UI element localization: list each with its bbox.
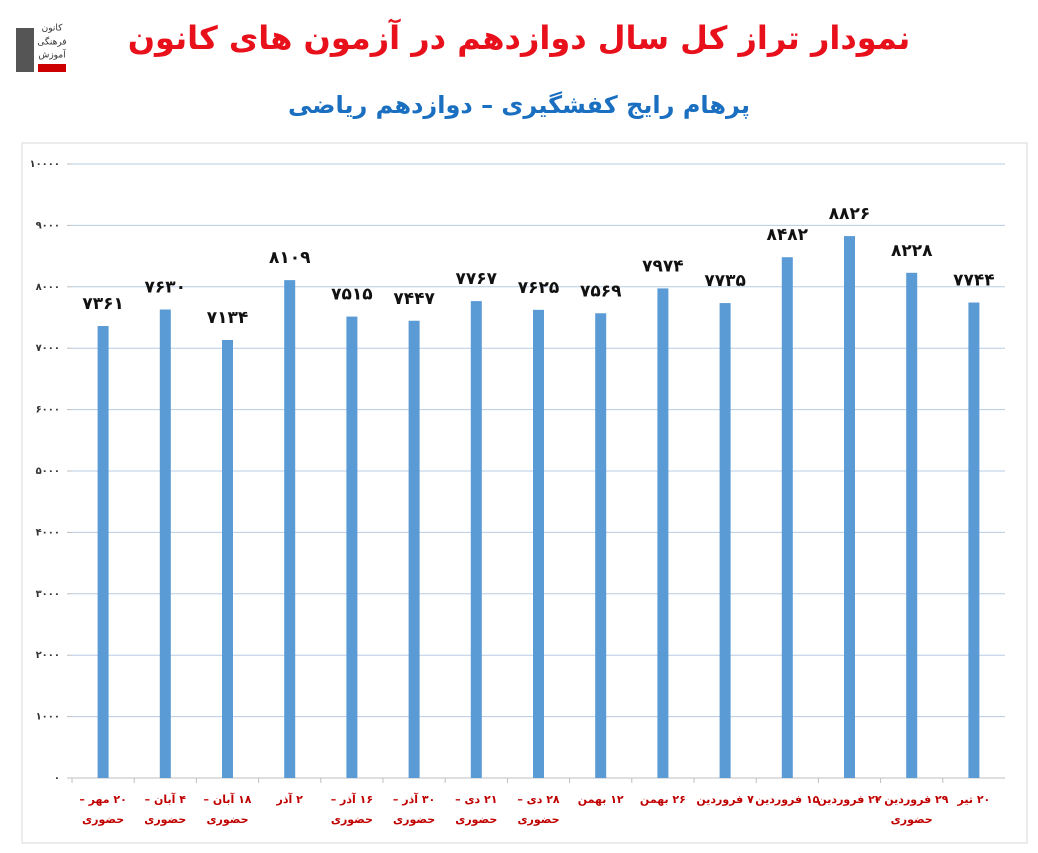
logo-badge: [38, 64, 66, 72]
y-tick-label: ۷۰۰۰: [36, 343, 60, 354]
logo-text: فرهنگی: [37, 36, 66, 48]
value-label: ۷۹۷۴: [642, 256, 684, 276]
x-tick-label: حضوری: [82, 813, 124, 826]
x-tick-label: ۴ آبان –: [145, 792, 187, 806]
chart-title: نمودار تراز کل سال دوازدهم در آزمون های …: [128, 18, 911, 57]
x-tick-label: حضوری: [393, 813, 435, 826]
chart-subtitle: پرهام رایج کفشگیری – دوازدهم ریاضی: [288, 91, 750, 119]
y-tick-label: ۵۰۰۰: [36, 466, 60, 477]
logo-text: آموزش: [38, 49, 66, 61]
x-tick-label: حضوری: [517, 813, 559, 826]
value-label: ۸۸۲۶: [829, 204, 871, 224]
x-tick-label: ۲۰ تیر: [957, 793, 991, 806]
x-tick-label: ۷ فروردین: [696, 793, 754, 806]
x-tick-label: ۱۵ فروردین: [755, 793, 819, 806]
bar: [844, 236, 855, 778]
bar: [284, 280, 296, 778]
value-label: ۸۱۰۹: [269, 248, 311, 268]
x-tick-label: ۲۹ فروردین –: [875, 793, 949, 806]
y-tick-label: ۹۰۰۰: [36, 220, 60, 231]
y-tick-label: ۰: [54, 773, 60, 784]
value-label: ۷۷۶۷: [456, 269, 498, 289]
x-tick-label: ۱۲ بهمن: [578, 793, 624, 806]
bar: [906, 272, 918, 778]
bar: [222, 339, 233, 778]
y-tick-label: ۲۰۰۰: [36, 650, 60, 661]
y-tick-label: ۳۰۰۰: [36, 589, 60, 600]
logo: کانون فرهنگی آموزش: [16, 24, 67, 72]
value-label: ۷۵۱۵: [331, 285, 373, 305]
logo-text: کانون: [42, 24, 64, 34]
bar: [97, 326, 109, 778]
logo-figure: [16, 28, 34, 72]
value-label: ۷۶۲۵: [518, 278, 560, 298]
bar: [657, 288, 669, 778]
x-tick-label: ۳۰ آذر –: [393, 792, 435, 806]
y-tick-label: ۱۰۰۰: [36, 712, 60, 723]
bar: [719, 303, 731, 778]
value-label: ۸۴۸۲: [767, 225, 809, 245]
y-tick-label: ۶۰۰۰: [36, 405, 60, 416]
bar: [408, 320, 420, 778]
x-tick-label: ۲۸ دی –: [517, 793, 560, 806]
x-tick-label: ۲ آذر: [276, 792, 304, 806]
value-label: ۸۲۲۸: [891, 241, 933, 261]
x-tick-label: حضوری: [331, 813, 373, 826]
value-label: ۷۷۴۴: [953, 271, 995, 291]
plot-frame: [21, 142, 1028, 844]
bar: [159, 309, 171, 778]
value-label: ۷۴۴۷: [393, 289, 435, 309]
value-label: ۷۷۳۵: [704, 271, 746, 291]
value-label: ۷۶۳۰: [145, 278, 187, 298]
x-tick-label: ۱۸ آبان –: [203, 792, 251, 806]
bar: [968, 302, 980, 778]
bar: [781, 257, 793, 778]
bar: [470, 301, 482, 778]
value-label: ۷۳۶۱: [82, 294, 124, 314]
x-tick-label: ۲۰ مهر –: [79, 793, 127, 806]
x-tick-label: ۲۲ فروردین: [817, 793, 881, 806]
x-tick-label: ۱۶ آذر –: [331, 792, 373, 806]
x-tick-label: ۲۶ بهمن: [640, 793, 686, 806]
y-tick-label: ۴۰۰۰: [36, 527, 60, 538]
y-tick-label: ۱۰۰۰۰: [29, 159, 60, 170]
x-tick-label: حضوری: [206, 813, 248, 826]
bar: [595, 313, 607, 778]
y-tick-label: ۸۰۰۰: [36, 282, 60, 293]
value-label: ۷۱۳۴: [207, 308, 249, 328]
bar: [346, 316, 358, 778]
x-tick-label: حضوری: [891, 813, 933, 826]
x-tick-label: حضوری: [144, 813, 186, 826]
x-tick-label: ۲۱ دی –: [455, 793, 497, 806]
value-label: ۷۵۶۹: [580, 281, 622, 301]
x-tick-label: حضوری: [455, 813, 497, 826]
bar: [533, 309, 544, 778]
